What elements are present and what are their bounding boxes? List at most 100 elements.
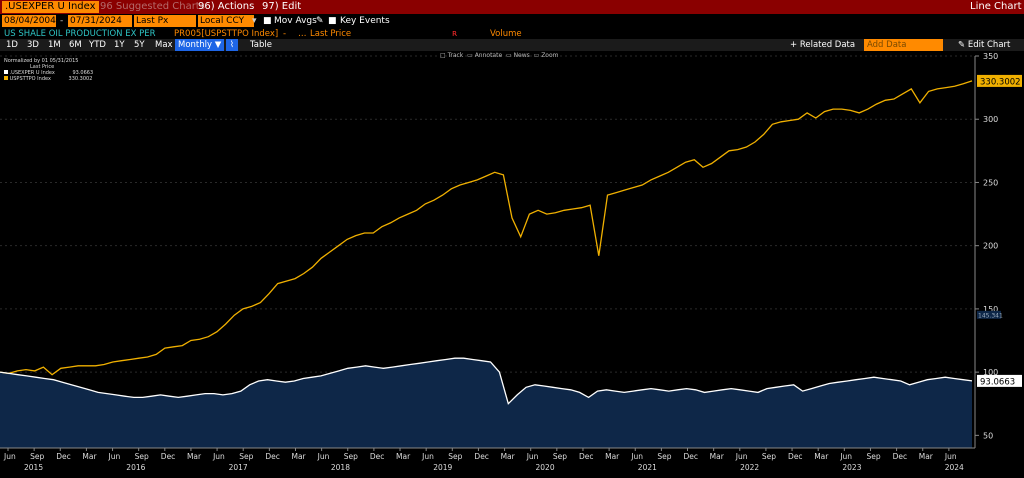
frequency-select[interactable]: Monthly ▼ — [175, 39, 225, 51]
last-value-uspsttpo: 330.3002 — [980, 77, 1021, 87]
x-month-label: Mar — [291, 452, 306, 461]
track-tool[interactable]: □ Track — [440, 52, 464, 59]
x-month-label: Dec — [265, 452, 280, 461]
x-month-label: Mar — [396, 452, 411, 461]
y-tick-label: 100 — [983, 368, 998, 377]
x-month-label: Sep — [448, 452, 462, 461]
last-value-usexper: 93.0663 — [980, 377, 1015, 387]
legend-item-uspsttpo[interactable]: USPSTTPO Index 330.3002 — [4, 76, 93, 82]
chart-tools: □ Track ▭ Annotate ▭ News ▭ Zoom — [440, 52, 558, 59]
area-fill-layer — [0, 358, 972, 448]
x-month-label: Sep — [344, 452, 358, 461]
end-date-field[interactable]: 07/31/2024 — [68, 15, 132, 27]
x-month-label: Sep — [239, 452, 253, 461]
x-month-label: Jun — [944, 452, 957, 461]
period-1m[interactable]: 1M — [48, 40, 61, 50]
x-year-label: 2021 — [638, 463, 657, 472]
x-month-label: Dec — [370, 452, 385, 461]
news-tool[interactable]: ▭ News — [505, 52, 530, 59]
y-tick-label: 350 — [983, 52, 998, 61]
x-month-label: Mar — [919, 452, 934, 461]
x-month-label: Jun — [212, 452, 225, 461]
series1-title[interactable]: US SHALE OIL PRODUCTION EX PER — [4, 29, 156, 39]
series-line-usexper — [0, 357, 973, 405]
x-month-label: Mar — [501, 452, 516, 461]
x-year-label: 2024 — [945, 463, 964, 472]
key-events-checkbox[interactable]: ■ — [328, 16, 337, 26]
x-month-label: Jun — [3, 452, 16, 461]
series2-title[interactable]: PR005[USPSTTPO Index] — [174, 29, 279, 39]
period-1d[interactable]: 1D — [6, 40, 18, 50]
x-year-label: 2023 — [842, 463, 861, 472]
x-month-label: Mar — [187, 452, 202, 461]
y-tick-label: 50 — [983, 431, 993, 440]
period-5y[interactable]: 5Y — [134, 40, 145, 50]
add-data-input[interactable]: Add Data — [864, 39, 943, 51]
y-tick-label: 150 — [983, 305, 998, 314]
period-3d[interactable]: 3D — [27, 40, 39, 50]
edit-menu[interactable]: 97) Edit — [262, 1, 302, 12]
params-bar: 08/04/2004 - 07/31/2024 Last Px Local CC… — [0, 15, 1024, 28]
legend-item-usexper[interactable]: .USEXPER U Index 93.0663 — [4, 70, 93, 76]
related-data-button[interactable]: + Related Data — [790, 40, 856, 50]
edit-chart-button[interactable]: ✎ Edit Chart — [958, 40, 1011, 50]
series-bar: US SHALE OIL PRODUCTION EX PER PR005[USP… — [0, 29, 1024, 39]
last-value-labels: 330.3002 93.0663 145.341 — [977, 74, 1022, 387]
period-ytd[interactable]: YTD — [89, 40, 106, 50]
x-month-label: Sep — [657, 452, 671, 461]
x-month-label: Dec — [788, 452, 803, 461]
pencil-icon[interactable]: ✎ — [316, 16, 324, 26]
mov-avgs-checkbox[interactable]: ■ — [263, 16, 272, 26]
x-month-label: Jun — [421, 452, 434, 461]
frequency-label: Monthly — [178, 40, 213, 50]
annotate-tool[interactable]: ▭ Annotate — [467, 52, 503, 59]
x-month-label: Jun — [735, 452, 748, 461]
x-month-label: Sep — [135, 452, 149, 461]
currency-dropdown-icon[interactable]: ▾ — [252, 16, 257, 26]
key-events-label[interactable]: Key Events — [340, 16, 390, 26]
period-max[interactable]: Max — [155, 40, 173, 50]
volume-label[interactable]: Volume — [490, 29, 522, 39]
series-lines — [0, 80, 973, 405]
edit-chart-label: Edit Chart — [967, 40, 1011, 50]
x-month-label: Mar — [605, 452, 620, 461]
x-month-label: Dec — [893, 452, 908, 461]
mid-marker-label: 145.341 — [978, 312, 1003, 319]
mov-avgs-label[interactable]: Mov Avgs — [274, 16, 317, 26]
currency-select[interactable]: Local CCY — [198, 15, 254, 27]
price-type-select[interactable]: Last Px — [134, 15, 196, 27]
x-year-label: 2018 — [331, 463, 350, 472]
series2-field[interactable]: Last Price — [310, 29, 352, 39]
chart-legend: Normalized by 01 05/31/2015 Last Price .… — [4, 58, 93, 82]
x-year-label: 2016 — [126, 463, 145, 472]
last-price-header: Last Price — [30, 64, 55, 70]
legend-swatch-yellow — [4, 76, 8, 80]
x-year-label: 2022 — [740, 463, 759, 472]
security-ticker[interactable]: .USEXPER U Index — [2, 1, 99, 13]
y-tick-label: 300 — [983, 115, 998, 124]
series2-dash: - — [283, 29, 287, 39]
start-date-field[interactable]: 08/04/2004 — [2, 15, 56, 27]
series-line-uspsttpo — [0, 80, 973, 376]
mid-marker-box — [977, 310, 1001, 319]
line-chart[interactable]: 50 100 150 200 250 300 350 Jun Sep Dec Mar Jun Sep D… — [0, 52, 1024, 474]
chart-area[interactable]: 50 100 150 200 250 300 350 Jun Sep Dec Mar Jun Sep D… — [0, 52, 1024, 474]
x-year-label: 2017 — [229, 463, 248, 472]
x-month-label: Dec — [579, 452, 594, 461]
area-fill — [0, 358, 972, 448]
actions-menu[interactable]: 96) Actions — [198, 1, 255, 12]
suggested-charts-button[interactable]: 96 Suggested Charts — [100, 1, 205, 12]
table-button[interactable]: Table — [250, 40, 272, 50]
x-month-label: Dec — [56, 452, 71, 461]
x-year-label: 2019 — [433, 463, 452, 472]
series2-ellipsis: … — [298, 29, 307, 39]
zoom-tool[interactable]: ▭ Zoom — [533, 52, 559, 59]
top-toolbar: .USEXPER U Index 96 Suggested Charts 96)… — [0, 0, 1024, 14]
line-chart-icon[interactable]: ⌇ — [226, 39, 238, 51]
x-month-label: Sep — [553, 452, 567, 461]
last-value-box — [977, 374, 1022, 387]
x-year-label: 2015 — [24, 463, 43, 472]
period-6m[interactable]: 6M — [69, 40, 82, 50]
x-month-label: Jun — [526, 452, 539, 461]
period-1y[interactable]: 1Y — [114, 40, 125, 50]
